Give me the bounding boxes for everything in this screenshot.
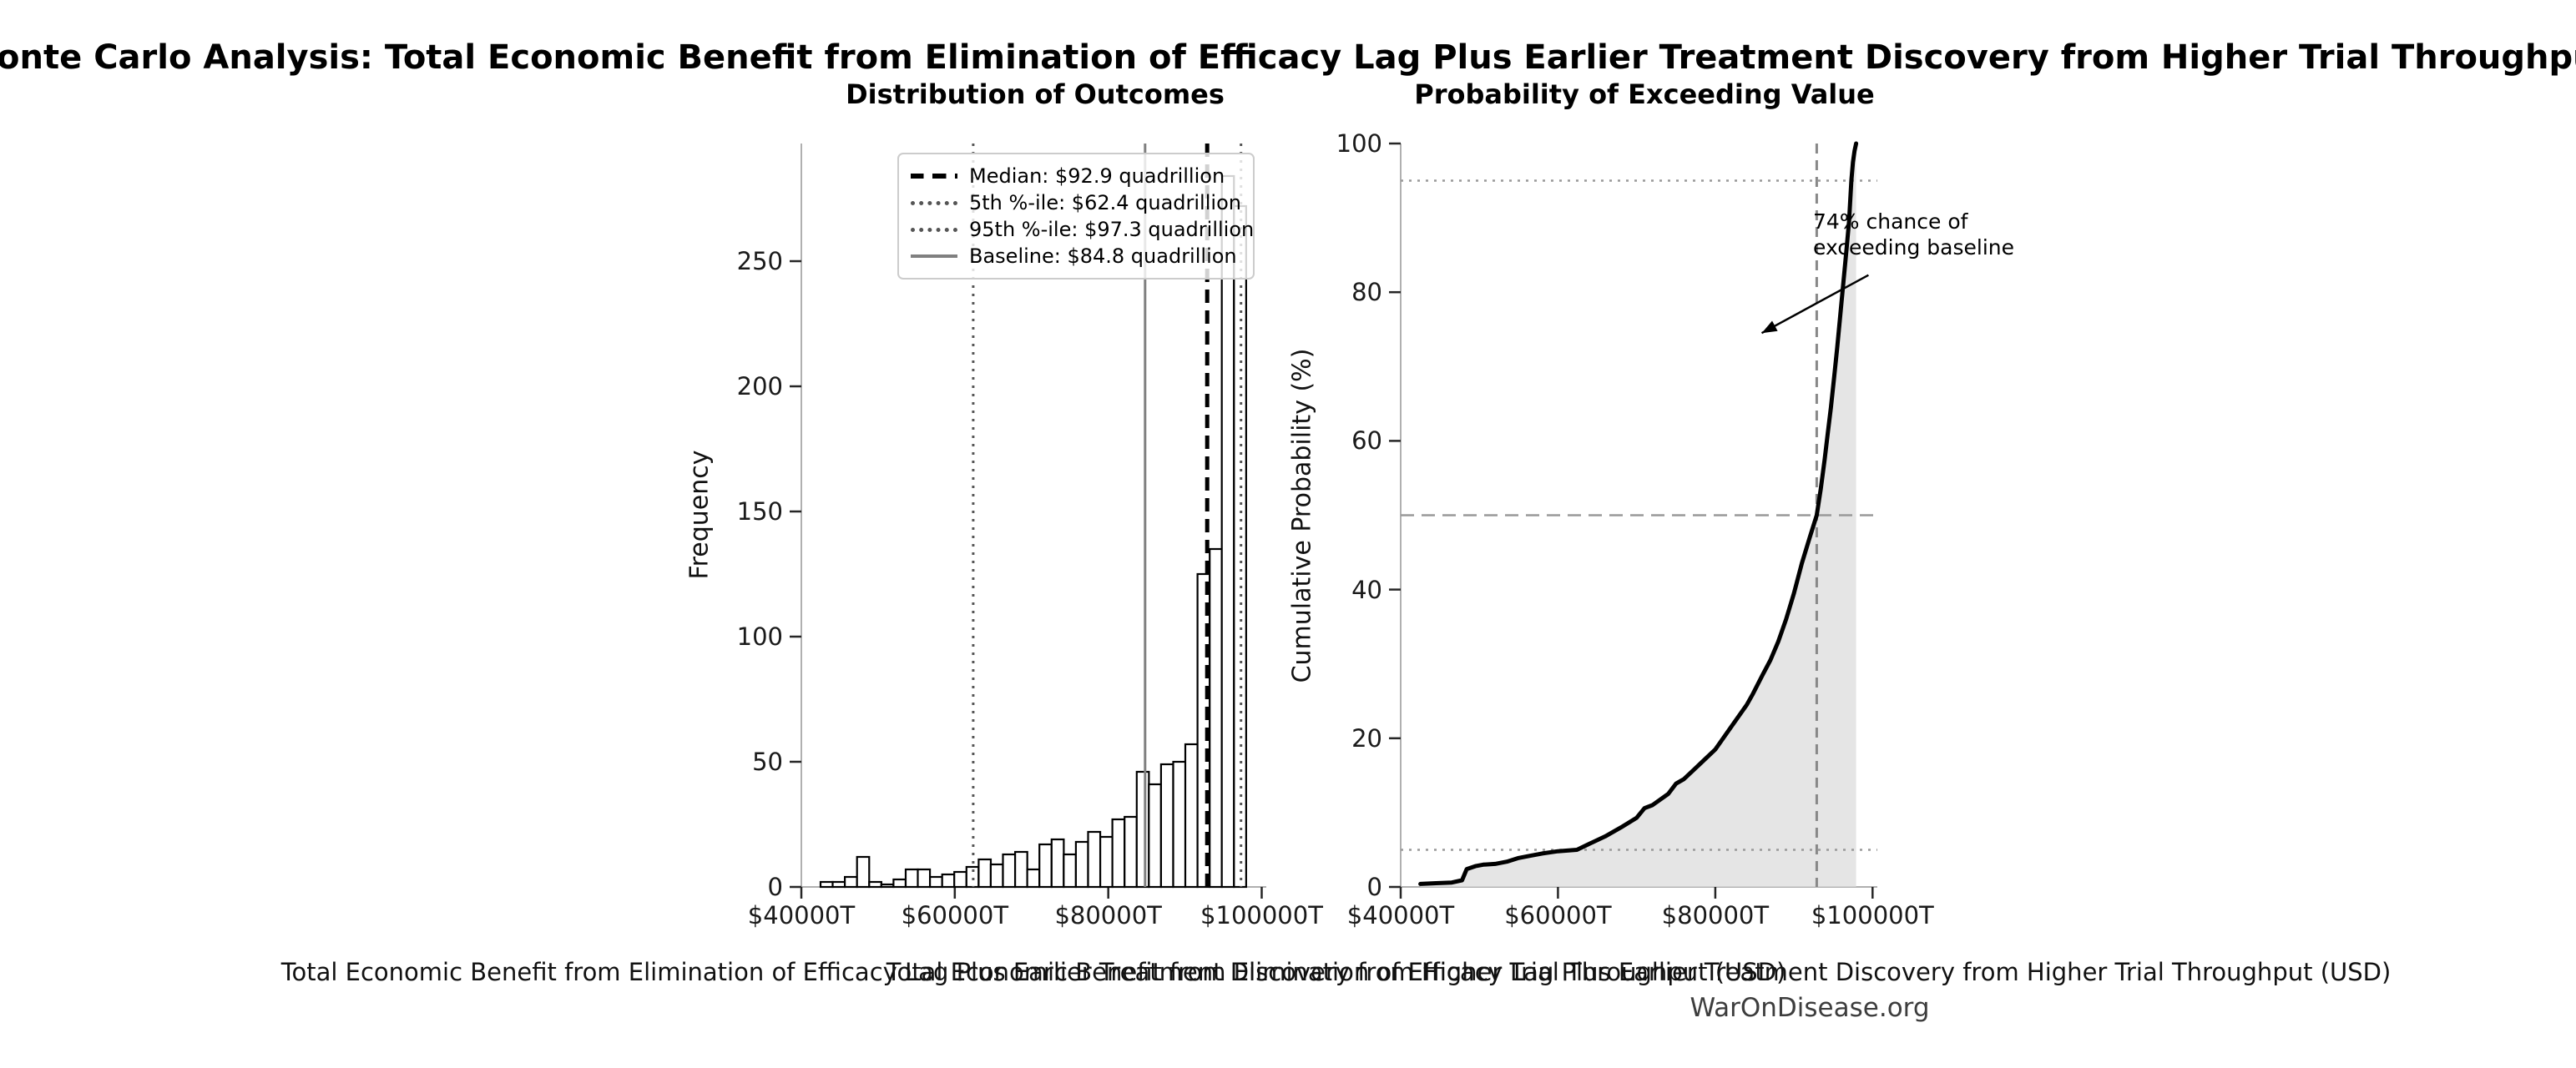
cdf-x-tick-label: $40000T bbox=[1346, 901, 1455, 929]
histogram-x-axis-label: Total Economic Benefit from Elimination … bbox=[280, 958, 1786, 986]
cdf-x-axis-label: Total Economic Benefit from Elimination … bbox=[886, 958, 2392, 986]
cdf-y-axis-label: Cumulative Probability (%) bbox=[1287, 348, 1317, 683]
annotation-line-1: 74% chance of bbox=[1813, 209, 1968, 234]
legend-row-p5: 5th %-ile: $62.4 quadrillion bbox=[911, 189, 1241, 216]
p95-line-sample-icon bbox=[911, 227, 957, 232]
histogram-x-tick-label: $60000T bbox=[901, 901, 1009, 929]
cdf-x-tick-label: $60000T bbox=[1504, 901, 1612, 929]
histogram-y-tick-label: 50 bbox=[752, 748, 783, 776]
histogram-x-tick-label: $40000T bbox=[747, 901, 856, 929]
cdf-x-tick-label: $80000T bbox=[1661, 901, 1770, 929]
histogram-x-tick-label: $100000T bbox=[1200, 901, 1323, 929]
histogram-title: Distribution of Outcomes bbox=[846, 78, 1225, 110]
cdf-y-tick-label: 60 bbox=[1351, 426, 1382, 456]
cdf-x-tick-label: $100000T bbox=[1811, 901, 1934, 929]
cdf-title: Probability of Exceeding Value bbox=[1414, 78, 1875, 110]
histogram-y-tick-label: 250 bbox=[736, 247, 783, 275]
annotation-line-2: exceeding baseline bbox=[1813, 235, 2014, 259]
cdf-y-tick-label: 100 bbox=[1336, 129, 1382, 158]
legend-row-median: Median: $92.9 quadrillion bbox=[911, 163, 1241, 189]
legend-label-p95: 95th %-ile: $97.3 quadrillion bbox=[969, 218, 1255, 241]
legend-label-baseline: Baseline: $84.8 quadrillion bbox=[969, 244, 1237, 268]
baseline-line-sample-icon bbox=[911, 254, 957, 258]
legend-row-p95: 95th %-ile: $97.3 quadrillion bbox=[911, 216, 1254, 243]
legend-label-p5: 5th %-ile: $62.4 quadrillion bbox=[969, 191, 1241, 214]
cdf-y-tick-label: 80 bbox=[1351, 278, 1382, 307]
p5-line-sample-icon bbox=[911, 200, 957, 205]
histogram-y-axis-label: Frequency bbox=[684, 450, 715, 580]
histogram-y-tick-label: 100 bbox=[736, 622, 783, 651]
exceedance-annotation: 74% chance of exceeding baseline bbox=[1813, 209, 2014, 260]
legend-label-median: Median: $92.9 quadrillion bbox=[969, 164, 1225, 188]
cdf-y-tick-label: 20 bbox=[1351, 723, 1382, 753]
page-title: Monte Carlo Analysis: Total Economic Ben… bbox=[0, 38, 2576, 77]
cdf-y-tick-label: 40 bbox=[1351, 575, 1382, 604]
cdf-y-tick-label: 0 bbox=[1366, 873, 1382, 901]
legend: Median: $92.9 quadrillion 5th %-ile: $62… bbox=[897, 153, 1255, 280]
histogram-y-tick-label: 200 bbox=[736, 372, 783, 400]
median-line-sample-icon bbox=[911, 174, 957, 179]
histogram-y-tick-label: 150 bbox=[736, 497, 783, 526]
histogram-y-tick-label: 0 bbox=[767, 873, 783, 901]
footer-watermark: WarOnDisease.org bbox=[1690, 993, 1930, 1023]
legend-row-baseline: Baseline: $84.8 quadrillion bbox=[911, 243, 1241, 270]
histogram-x-tick-label: $80000T bbox=[1054, 901, 1162, 929]
